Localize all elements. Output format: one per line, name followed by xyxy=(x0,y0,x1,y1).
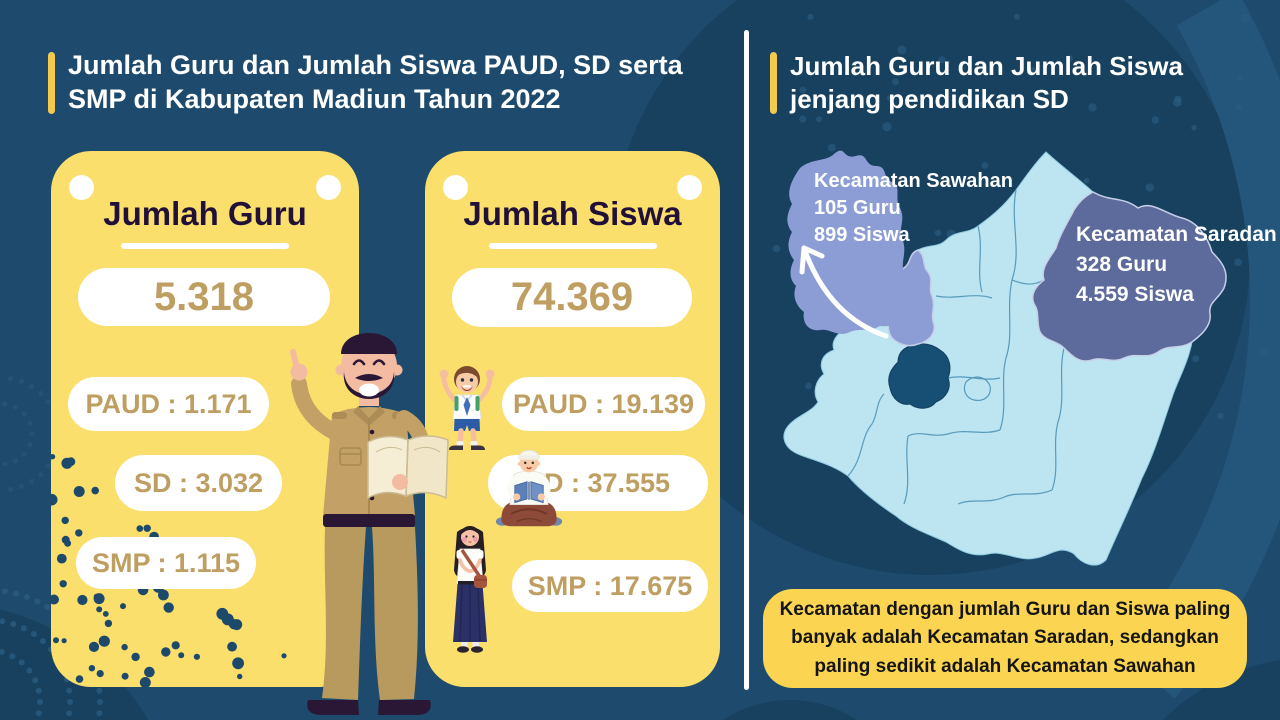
madiun-district-map xyxy=(783,150,1227,566)
siswa-paud-badge: PAUD : 19.139 xyxy=(502,377,705,431)
sawahan-siswa: 899 Siswa xyxy=(814,224,910,246)
conclusion-note: Kecamatan dengan jumlah Guru dan Siswa p… xyxy=(763,589,1247,688)
left-title-line2: SMP di Kabupaten Madiun Tahun 2022 xyxy=(68,84,561,114)
guru-card-title: Jumlah Guru xyxy=(103,195,307,232)
saradan-name: Kecamatan Saradan xyxy=(1076,223,1277,246)
peci-cap xyxy=(341,333,397,354)
teacher-illustration xyxy=(290,333,449,715)
siswa-card-underline xyxy=(488,243,657,249)
card-corner-dot xyxy=(316,175,341,200)
siswa-card-title: Jumlah Siswa xyxy=(463,195,682,232)
card-corner-dot xyxy=(69,175,94,200)
district-saradan xyxy=(1032,191,1227,362)
saradan-siswa: 4.559 Siswa xyxy=(1076,283,1194,306)
sawahan-map-label: Kecamatan Sawahan 105 Guru 899 Siswa xyxy=(814,168,1013,249)
cheering-student-illustration xyxy=(439,366,495,450)
right-title-line2: jenjang pendidikan SD xyxy=(790,84,1069,114)
guru-total-badge: 5.318 xyxy=(78,268,330,326)
left-panel-title: Jumlah Guru dan Jumlah Siswa PAUD, SD se… xyxy=(68,48,728,116)
sling-bag xyxy=(474,575,487,588)
saradan-guru: 328 Guru xyxy=(1076,253,1168,276)
guru-smp-badge: SMP : 1.115 xyxy=(76,537,256,589)
siswa-smp-badge: SMP : 17.675 xyxy=(512,560,708,612)
sawahan-callout-shape xyxy=(787,150,906,334)
guru-sd-badge: SD : 3.032 xyxy=(115,455,282,511)
conclusion-note-text: Kecamatan dengan jumlah Guru dan Siswa p… xyxy=(779,598,1231,677)
callout-arrow-icon xyxy=(799,245,889,339)
district-borders xyxy=(847,189,1065,505)
sawahan-guru: 105 Guru xyxy=(814,197,901,219)
right-title-line1: Jumlah Guru dan Jumlah Siswa xyxy=(790,51,1183,81)
guru-paud-badge: PAUD : 1.171 xyxy=(68,377,269,431)
right-panel-title: Jumlah Guru dan Jumlah Siswa jenjang pen… xyxy=(790,50,1230,116)
sawahan-name: Kecamatan Sawahan xyxy=(814,170,1013,192)
card-corner-dot xyxy=(443,175,468,200)
reading-student-illustration xyxy=(495,449,563,527)
saradan-map-label: Kecamatan Saradan 328 Guru 4.559 Siswa xyxy=(1076,220,1277,310)
right-title-accent-bar xyxy=(770,52,777,114)
card-corner-dot xyxy=(677,175,702,200)
left-title-accent-bar xyxy=(48,52,55,114)
left-title-line1: Jumlah Guru dan Jumlah Siswa PAUD, SD se… xyxy=(68,50,683,80)
district-excluded-area xyxy=(888,343,951,409)
panel-divider xyxy=(744,30,749,690)
siswa-total-badge: 74.369 xyxy=(452,268,692,327)
girl-student-illustration xyxy=(453,526,487,653)
guru-card-underline xyxy=(121,243,289,249)
